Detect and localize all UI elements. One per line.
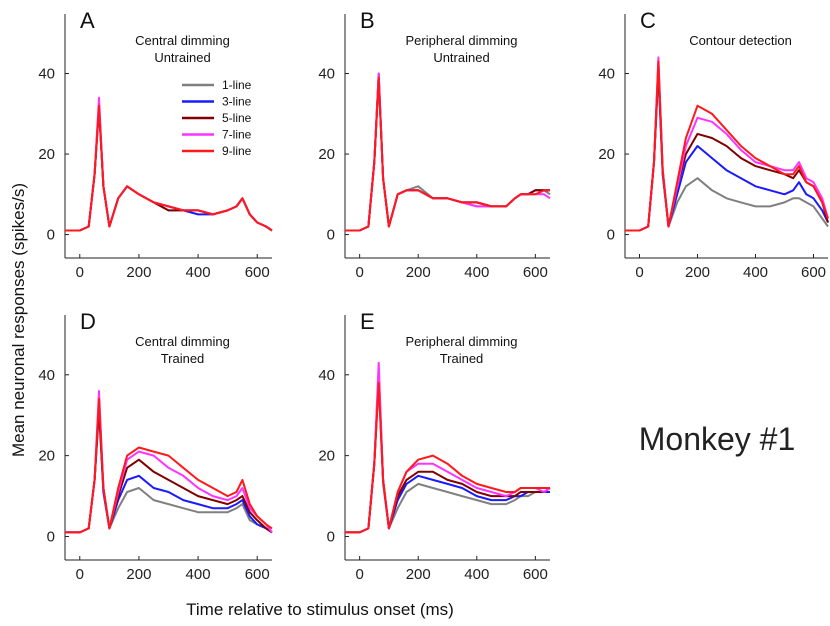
monkey-annotation: Monkey #1 xyxy=(639,421,796,457)
panel-letter: D xyxy=(80,309,96,334)
panel-title-line2: Trained xyxy=(161,351,205,366)
x-tick-label: 600 xyxy=(523,566,548,583)
x-tick-label: 400 xyxy=(186,566,211,583)
panel-title-line2: Untrained xyxy=(154,50,210,65)
x-tick-label: 200 xyxy=(685,264,710,281)
x-tick-label: 0 xyxy=(76,566,84,583)
y-tick-label: 20 xyxy=(38,448,55,465)
y-tick-label: 40 xyxy=(318,66,335,83)
x-tick-label: 400 xyxy=(743,264,768,281)
series-line-9-line xyxy=(345,381,550,534)
x-tick-label: 600 xyxy=(523,264,548,281)
panel-title-line1: Contour detection xyxy=(689,33,792,48)
x-tick-label: 400 xyxy=(464,566,489,583)
y-tick-label: 0 xyxy=(47,528,55,545)
y-tick-label: 20 xyxy=(318,146,335,163)
x-tick-label: 600 xyxy=(801,264,826,281)
y-tick-label: 40 xyxy=(598,66,615,83)
y-axis-label: Mean neuronal responses (spikes/s) xyxy=(9,183,28,457)
y-tick-label: 0 xyxy=(327,227,335,244)
x-tick-label: 400 xyxy=(186,264,211,281)
panel-title-line1: Central dimming xyxy=(135,33,230,48)
y-tick-label: 0 xyxy=(47,227,55,244)
y-tick-label: 0 xyxy=(607,227,615,244)
legend-label: 9-line xyxy=(222,144,252,158)
x-tick-label: 0 xyxy=(635,264,643,281)
legend-label: 7-line xyxy=(222,128,252,142)
x-tick-label: 600 xyxy=(245,566,270,583)
series-line-1-line xyxy=(345,76,551,232)
series-line-9-line xyxy=(625,60,829,232)
x-tick-label: 600 xyxy=(245,264,270,281)
x-tick-label: 200 xyxy=(126,566,151,583)
panel-letter: C xyxy=(640,8,656,33)
series-line-1-line xyxy=(345,381,550,534)
series-line-9-line xyxy=(65,398,273,534)
x-tick-label: 0 xyxy=(355,264,363,281)
y-tick-label: 40 xyxy=(38,66,55,83)
x-tick-label: 400 xyxy=(464,264,489,281)
x-tick-label: 0 xyxy=(76,264,84,281)
legend: 1-line 3-line 5-line 7-line 9-line xyxy=(182,78,252,158)
panel-letter: A xyxy=(80,8,95,33)
legend-label: 3-line xyxy=(222,95,252,109)
x-tick-label: 200 xyxy=(126,264,151,281)
panel-title-line2: Untrained xyxy=(433,50,489,65)
y-tick-label: 20 xyxy=(598,146,615,163)
legend-label: 1-line xyxy=(222,78,252,92)
panel-title-line1: Peripheral dimming xyxy=(406,334,518,349)
x-tick-label: 200 xyxy=(406,566,431,583)
panel-letter: E xyxy=(360,309,375,334)
x-tick-label: 0 xyxy=(355,566,363,583)
panel-title-line1: Central dimming xyxy=(135,334,230,349)
y-tick-label: 20 xyxy=(318,448,335,465)
panel-title-line2: Trained xyxy=(440,351,484,366)
legend-label: 5-line xyxy=(222,111,252,125)
series-line-9-line xyxy=(345,76,550,232)
y-tick-label: 40 xyxy=(38,367,55,384)
series-line-5-line xyxy=(345,76,550,232)
x-axis-label: Time relative to stimulus onset (ms) xyxy=(186,600,454,619)
y-tick-label: 20 xyxy=(38,146,55,163)
x-tick-label: 200 xyxy=(406,264,431,281)
y-tick-label: 40 xyxy=(318,367,335,384)
y-tick-label: 0 xyxy=(327,528,335,545)
panel-letter: B xyxy=(360,8,375,33)
series-line-9-line xyxy=(65,104,273,232)
panel-title-line1: Peripheral dimming xyxy=(406,33,518,48)
